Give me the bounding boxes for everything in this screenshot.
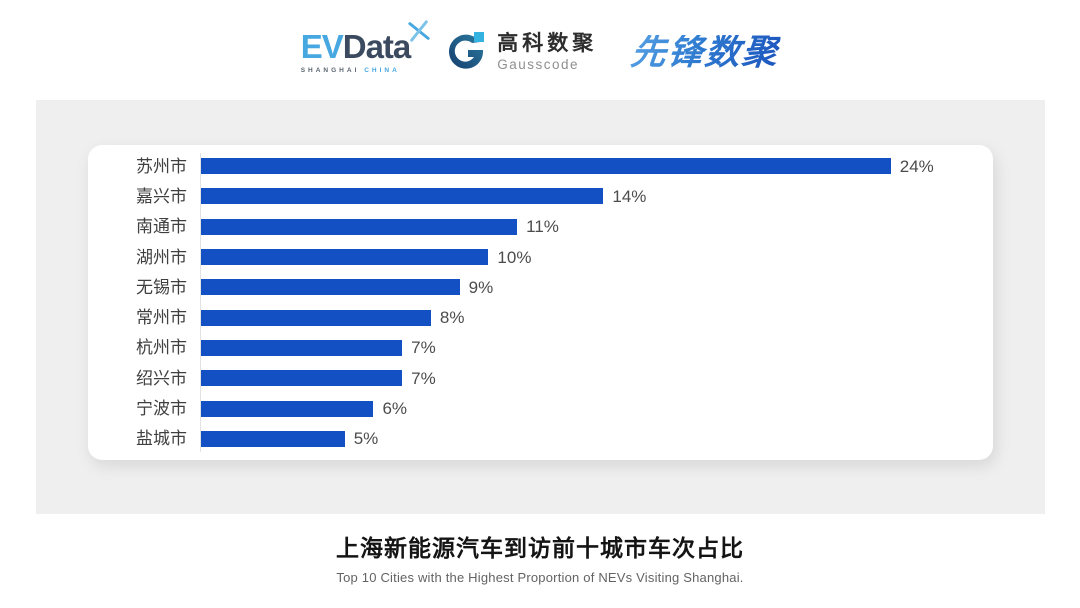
value-label: 7%: [411, 368, 436, 388]
gausscode-cn-text: 高科数聚: [497, 32, 598, 56]
bar-track: 8%: [201, 309, 977, 326]
category-label: 宁波市: [136, 399, 187, 419]
category-label: 嘉兴市: [136, 186, 187, 206]
evdata-tagline-china: CHINA: [364, 67, 400, 74]
bar: [201, 370, 403, 387]
bar: [201, 188, 604, 205]
caption: 上海新能源汽车到访前十城市车次占比 Top 10 Cities with the…: [0, 529, 1080, 585]
category-label: 杭州市: [136, 338, 187, 358]
bar-track: 6%: [201, 400, 977, 417]
chart-panel: 苏州市 24% 嘉兴市 14% 南通市 11% 湖州市 10% 无锡市 9%: [36, 100, 1045, 514]
evdata-tagline-shanghai: SHANGHAI: [300, 67, 360, 74]
bar-track: 14%: [201, 188, 977, 205]
evdata-logo: EVData SHANGHAI CHINA: [300, 20, 430, 74]
bar-row: 宁波市 6%: [88, 393, 993, 423]
gausscode-en-text: Gausscode: [497, 56, 580, 72]
evdata-ev-text: EV: [300, 28, 344, 65]
y-axis-line: [200, 153, 201, 452]
header-logos: EVData SHANGHAI CHINA 高科数聚 Gausscode: [0, 16, 1080, 88]
category-label: 常州市: [136, 308, 187, 328]
value-label: 9%: [468, 277, 494, 297]
gausscode-mark-icon: [449, 32, 485, 69]
bar-row: 湖州市 10%: [88, 242, 993, 272]
value-label: 8%: [439, 308, 465, 328]
bar-row: 苏州市 24%: [88, 151, 993, 181]
chart-card: 苏州市 24% 嘉兴市 14% 南通市 11% 湖州市 10% 无锡市 9%: [88, 145, 993, 460]
bar-track: 7%: [201, 370, 977, 387]
evdata-sparkle-icon: [408, 20, 430, 42]
chart-subtitle: Top 10 Cities with the Highest Proportio…: [336, 570, 744, 585]
bar: [201, 158, 891, 175]
bar: [201, 218, 518, 235]
bar-track: 7%: [201, 339, 977, 356]
bar-row: 绍兴市 7%: [88, 363, 993, 393]
bar: [201, 339, 403, 356]
value-label: 7%: [411, 338, 436, 358]
category-label: 湖州市: [136, 247, 187, 267]
bar-row: 无锡市 9%: [88, 272, 993, 302]
value-label: 10%: [497, 247, 532, 267]
value-label: 5%: [353, 429, 379, 449]
bar-row: 盐城市 5%: [88, 424, 993, 454]
bar-track: 11%: [201, 218, 977, 235]
category-label: 绍兴市: [136, 368, 187, 388]
category-label: 苏州市: [136, 156, 187, 176]
bar-track: 9%: [201, 279, 977, 296]
value-label: 6%: [382, 399, 408, 419]
bar-row: 嘉兴市 14%: [88, 181, 993, 211]
bar: [201, 249, 489, 266]
gausscode-logo: 高科数聚 Gausscode: [444, 30, 597, 74]
bar-track: 5%: [201, 430, 977, 447]
category-label: 盐城市: [136, 429, 187, 449]
bar: [201, 309, 431, 326]
chart-title: 上海新能源汽车到访前十城市车次占比: [336, 535, 744, 561]
evdata-tagline: SHANGHAI CHINA: [301, 67, 400, 74]
category-label: 南通市: [136, 217, 187, 237]
evdata-data-text: Data: [342, 28, 412, 65]
bar: [201, 279, 460, 296]
bar-row: 南通市 11%: [88, 212, 993, 242]
bar-chart: 苏州市 24% 嘉兴市 14% 南通市 11% 湖州市 10% 无锡市 9%: [88, 151, 993, 454]
category-label: 无锡市: [136, 277, 187, 297]
bar: [201, 400, 374, 417]
gausscode-wordmark: 高科数聚 Gausscode: [497, 32, 597, 71]
value-label: 24%: [899, 156, 934, 176]
evdata-wordmark: EVData: [300, 20, 430, 65]
value-label: 14%: [612, 186, 647, 206]
xianfeng-logo: 先锋数聚: [629, 32, 782, 72]
value-label: 11%: [526, 217, 559, 237]
bar-row: 常州市 8%: [88, 302, 993, 332]
bar-track: 24%: [201, 158, 977, 175]
bar-row: 杭州市 7%: [88, 333, 993, 363]
bar-track: 10%: [201, 249, 977, 266]
bar: [201, 430, 345, 447]
